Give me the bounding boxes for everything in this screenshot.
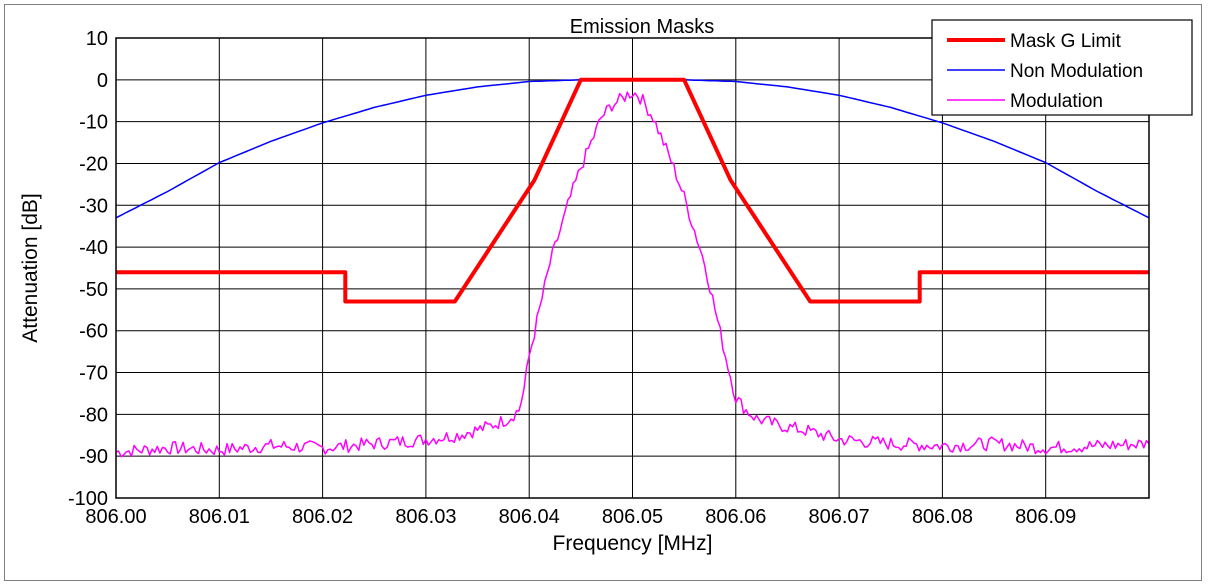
legend-box [931, 19, 1193, 116]
y-tick-label: -10 [79, 112, 108, 134]
x-tick-label: 806.00 [85, 506, 146, 528]
x-tick-label: 806.08 [912, 506, 973, 528]
legend-label: Mask G Limit [1010, 31, 1122, 52]
x-tick-label: 806.02 [292, 506, 353, 528]
legend-label: Non Modulation [1010, 61, 1143, 82]
x-tick-label: 806.09 [1015, 506, 1076, 528]
legend: Mask G Limit Non Modulation Modulation [931, 19, 1193, 116]
x-tick-label: 806.05 [602, 506, 663, 528]
y-tick-label: -60 [79, 321, 108, 343]
y-tick-label: -20 [79, 153, 108, 175]
tick-labels: 806.00 806.01 806.02 806.03 806.04 806.05 806.… [68, 28, 1076, 528]
y-tick-label: -70 [79, 363, 108, 385]
y-tick-label: -40 [79, 237, 108, 259]
y-tick-label: 0 [97, 70, 108, 92]
y-tick-label: 10 [86, 28, 108, 50]
x-tick-label: 806.04 [499, 506, 560, 528]
emission-mask-chart: 806.00 806.01 806.02 806.03 806.04 806.05 806.… [19, 16, 1193, 555]
y-tick-label: -30 [79, 195, 108, 217]
plot-area-border [115, 37, 1150, 499]
x-axis-label: Frequency [MHz] [553, 532, 713, 555]
chart-title: Emission Masks [570, 16, 714, 38]
series-line-mask-g-limit [116, 77, 1149, 304]
y-tick-label: -80 [79, 404, 108, 426]
series-layer [115, 77, 1150, 458]
legend-label: Modulation [1010, 91, 1103, 112]
y-tick-label: -50 [79, 279, 108, 301]
series-line-modulation [115, 91, 1150, 458]
x-tick-label: 806.03 [395, 506, 456, 528]
x-tick-label: 806.06 [705, 506, 766, 528]
x-tick-label: 806.07 [809, 506, 870, 528]
chart-frame: 806.00 806.01 806.02 806.03 806.04 806.05 806.… [4, 4, 1202, 581]
x-tick-label: 806.01 [189, 506, 250, 528]
grid-lines [116, 38, 1149, 498]
y-tick-label: -100 [68, 488, 108, 510]
y-axis-label: Attenuation [dB] [19, 193, 42, 342]
y-tick-label: -90 [79, 446, 108, 468]
